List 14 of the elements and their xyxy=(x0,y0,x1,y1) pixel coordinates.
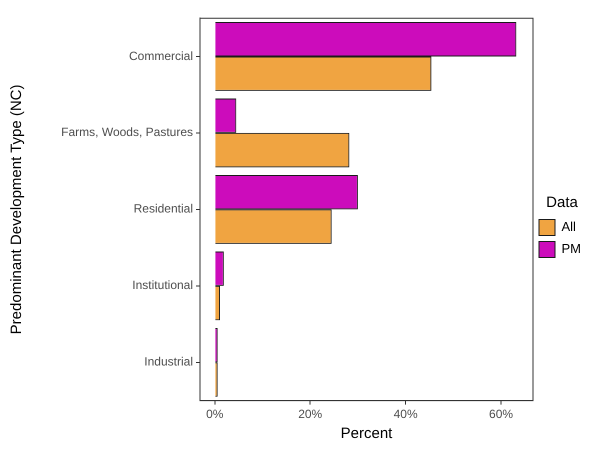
y-axis-title: Predominant Development Type (NC) xyxy=(8,84,26,334)
legend-title: Data xyxy=(546,194,578,212)
legend-label: PM xyxy=(562,241,581,256)
legend-label: All xyxy=(562,219,576,234)
y-tick-label: Residential xyxy=(134,202,193,216)
x-tick-label: 20% xyxy=(298,407,323,422)
y-tick-label: Industrial xyxy=(144,354,193,369)
x-tick-label: 60% xyxy=(489,407,514,422)
y-tick-label: Farms, Woods, Pastures xyxy=(61,125,193,140)
x-tick-label: 0% xyxy=(206,407,224,422)
y-tick-label: Institutional xyxy=(132,278,193,292)
x-tick-label: 40% xyxy=(394,407,418,422)
x-axis-title: Percent xyxy=(340,425,394,442)
y-tick-label: Commercial xyxy=(128,48,193,63)
